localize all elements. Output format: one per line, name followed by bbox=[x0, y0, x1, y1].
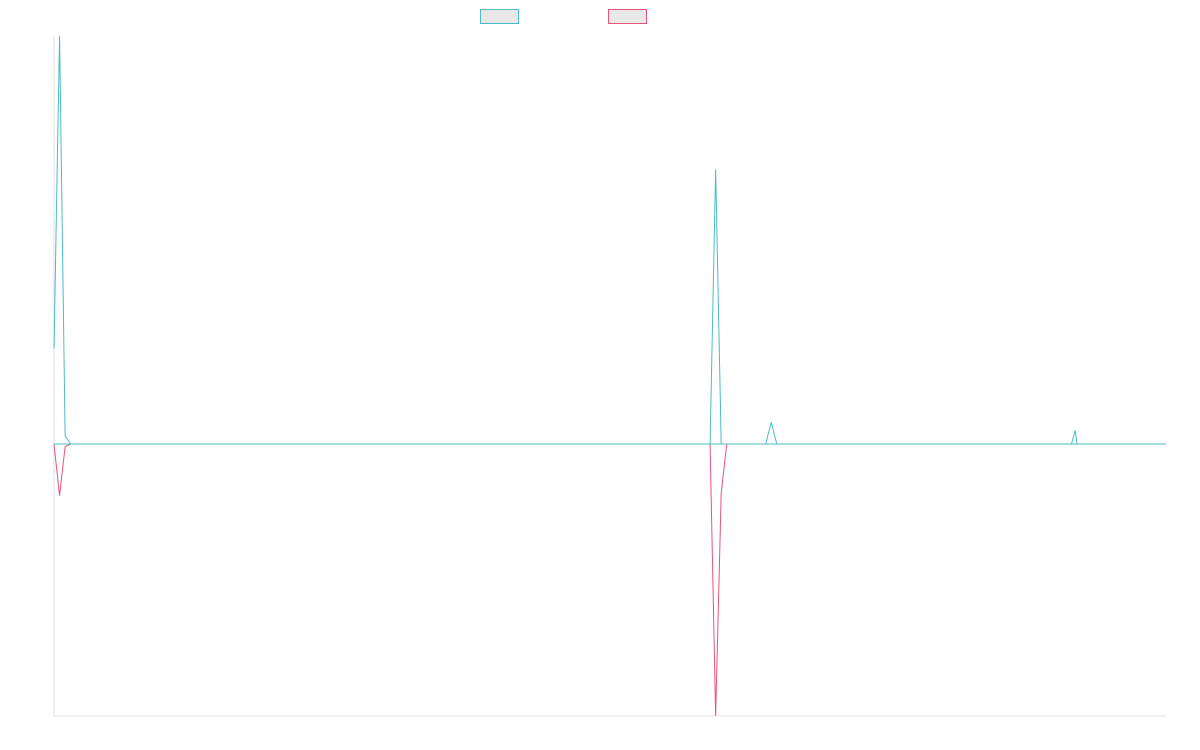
series-layer bbox=[53, 35, 1166, 717]
legend-swatch-negative bbox=[608, 9, 647, 24]
legend bbox=[480, 9, 653, 24]
series-negative-line bbox=[53, 443, 1166, 717]
series-positive-line bbox=[53, 35, 1166, 445]
legend-item-positive[interactable] bbox=[480, 9, 525, 24]
legend-item-negative[interactable] bbox=[608, 9, 653, 24]
legend-swatch-positive bbox=[480, 9, 519, 24]
